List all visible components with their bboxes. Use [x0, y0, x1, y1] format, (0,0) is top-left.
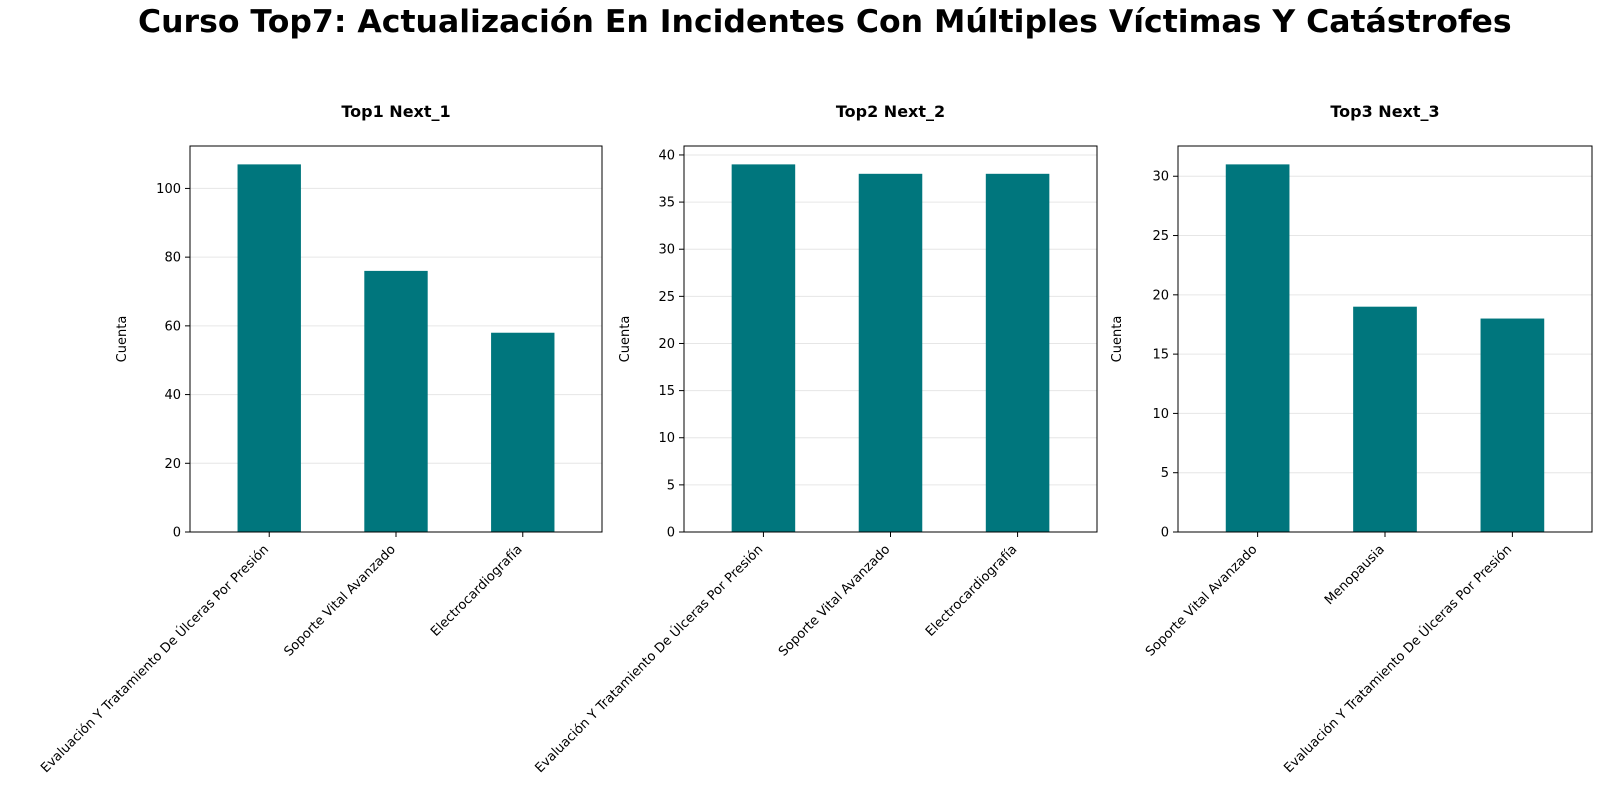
bar [491, 332, 555, 532]
x-tick-label: Evaluación Y Tratamiento De Úlceras Por … [38, 542, 273, 777]
y-tick-label: 5 [667, 478, 675, 493]
y-tick-label: 0 [667, 526, 675, 541]
y-tick-label: 40 [164, 388, 181, 403]
y-tick-label: 100 [156, 182, 181, 197]
y-tick-label: 10 [1152, 407, 1169, 422]
y-axis-label: Cuenta [115, 316, 130, 363]
y-tick-label: 30 [658, 243, 675, 258]
y-tick-label: 0 [1161, 526, 1169, 541]
x-tick-label: Soporte Vital Avanzado [281, 542, 398, 659]
x-tick-label: Evaluación Y Tratamiento De Úlceras Por … [1281, 542, 1516, 777]
y-tick-label: 20 [658, 337, 675, 352]
y-tick-label: 60 [164, 319, 181, 334]
y-tick-label: 35 [658, 196, 675, 211]
bar [858, 173, 923, 533]
x-tick-label: Electrocardiografía [428, 542, 525, 639]
chart-title: Top3 Next_3 [1330, 102, 1439, 121]
y-tick-label: 80 [164, 251, 181, 266]
y-tick-label: 25 [658, 290, 675, 305]
y-tick-label: 5 [1161, 466, 1169, 481]
x-tick-label: Electrocardiografía [923, 542, 1020, 639]
figure-title: Curso Top7: Actualización En Incidentes … [138, 4, 1512, 40]
bar [731, 164, 796, 532]
y-tick-label: 20 [164, 457, 181, 472]
bar [1480, 318, 1545, 532]
y-tick-label: 10 [658, 431, 675, 446]
y-tick-label: 20 [1152, 288, 1169, 303]
chart-title: Top1 Next_1 [341, 102, 450, 121]
x-tick-label: Soporte Vital Avanzado [1143, 542, 1260, 659]
y-tick-label: 25 [1152, 229, 1169, 244]
bar [1353, 306, 1417, 532]
chart-title: Top2 Next_2 [836, 102, 945, 121]
y-axis-label: Cuenta [618, 316, 633, 363]
x-tick-label: Soporte Vital Avanzado [776, 542, 893, 659]
bar [364, 270, 428, 532]
y-axis-label: Cuenta [1110, 316, 1125, 363]
bar [1225, 164, 1290, 532]
bar [985, 173, 1050, 533]
y-tick-label: 15 [1152, 348, 1169, 363]
x-tick-label: Evaluación Y Tratamiento De Úlceras Por … [532, 542, 767, 777]
x-tick-label: Menopausia [1322, 542, 1388, 608]
y-tick-label: 15 [658, 384, 675, 399]
bar [237, 164, 301, 532]
y-tick-label: 40 [658, 148, 675, 163]
y-tick-label: 0 [173, 526, 181, 541]
y-tick-label: 30 [1152, 170, 1169, 185]
